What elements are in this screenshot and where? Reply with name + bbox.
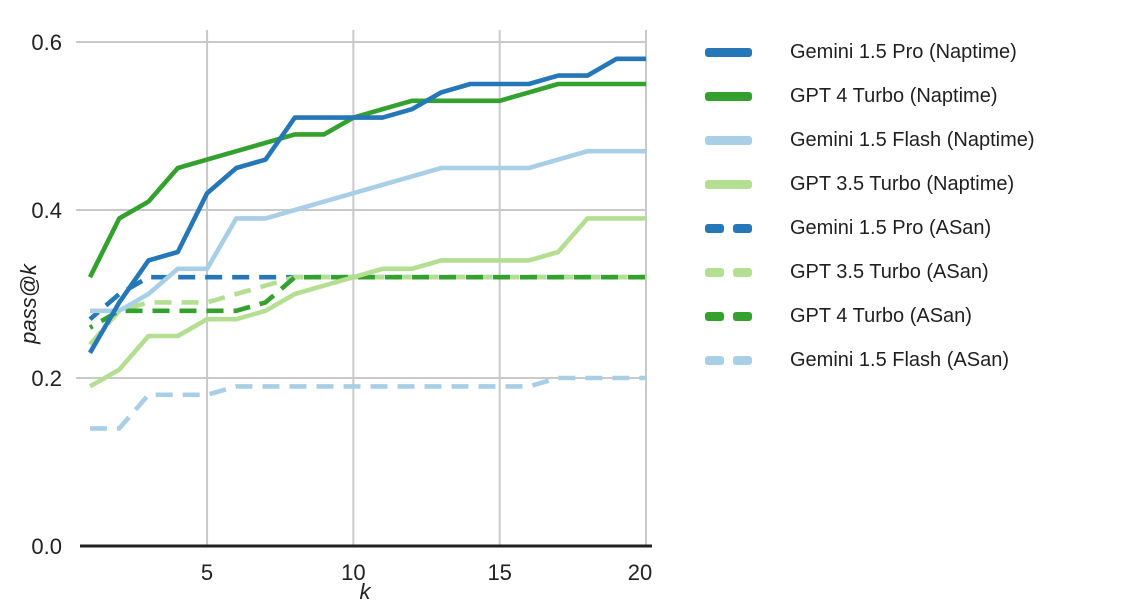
legend-swatch-segment: [705, 135, 752, 145]
series-line-4: [88, 274, 646, 321]
legend-solid-line-swatch: [705, 135, 752, 145]
legend-solid-line-swatch: [705, 91, 752, 101]
legend-item: Gemini 1.5 Flash (ASan): [705, 338, 1035, 382]
legend-item: GPT 4 Turbo (ASan): [705, 294, 1035, 338]
series-line-1: [87, 81, 646, 279]
series-line-7: [90, 375, 646, 431]
legend-dashed-line-swatch: [705, 223, 752, 233]
y-tick-label: 0.6: [31, 30, 62, 55]
x-axis-title: k: [359, 579, 371, 604]
y-axis-title: pass@k: [16, 264, 41, 344]
legend-solid-line-swatch: [705, 179, 752, 189]
legend-dashed-line-swatch: [705, 267, 752, 277]
legend-item: GPT 4 Turbo (Naptime): [705, 74, 1035, 118]
legend-swatch-segment: [705, 91, 752, 101]
legend-label: GPT 4 Turbo (ASan): [790, 304, 972, 327]
x-tick-label: 20: [628, 560, 652, 585]
legend-item: Gemini 1.5 Pro (ASan): [705, 206, 1035, 250]
legend-label: GPT 4 Turbo (Naptime): [790, 84, 998, 107]
series-line-3: [88, 216, 646, 389]
legend-dashed-line-swatch: [705, 355, 752, 365]
legend-label: GPT 3.5 Turbo (Naptime): [790, 172, 1015, 195]
legend-label: Gemini 1.5 Pro (ASan): [790, 216, 992, 239]
legend-swatch-segment: [733, 267, 752, 277]
legend-label: GPT 3.5 Turbo (ASan): [790, 260, 989, 283]
legend-swatch-segment: [705, 355, 724, 365]
legend: Gemini 1.5 Pro (Naptime) GPT 4 Turbo (Nap…: [705, 30, 1035, 382]
x-tick-label: 5: [201, 560, 213, 585]
series-line-0: [88, 56, 646, 354]
legend-swatch-segment: [733, 223, 752, 233]
series-line-2: [90, 148, 646, 314]
legend-swatch-segment: [705, 47, 752, 57]
y-tick-label: 0.2: [31, 366, 62, 391]
legend-item: GPT 3.5 Turbo (ASan): [705, 250, 1035, 294]
legend-label: Gemini 1.5 Pro (Naptime): [790, 40, 1017, 63]
legend-solid-line-swatch: [705, 47, 752, 57]
y-tick-label: 0.4: [31, 198, 62, 223]
legend-swatch-segment: [705, 267, 724, 277]
series-line-6: [88, 274, 646, 330]
legend-swatch-segment: [733, 355, 752, 365]
legend-label: Gemini 1.5 Flash (Naptime): [790, 128, 1035, 151]
legend-swatch-segment: [705, 179, 752, 189]
legend-label: Gemini 1.5 Flash (ASan): [790, 348, 1009, 371]
legend-swatch-segment: [705, 311, 724, 321]
x-tick-label: 10: [341, 560, 365, 585]
legend-dashed-line-swatch: [705, 311, 752, 321]
x-tick-label: 15: [487, 560, 511, 585]
legend-item: Gemini 1.5 Flash (Naptime): [705, 118, 1035, 162]
legend-swatch-segment: [733, 311, 752, 321]
legend-item: Gemini 1.5 Pro (Naptime): [705, 30, 1035, 74]
legend-item: GPT 3.5 Turbo (Naptime): [705, 162, 1035, 206]
y-tick-label: 0.0: [31, 534, 62, 559]
legend-swatch-segment: [705, 223, 724, 233]
